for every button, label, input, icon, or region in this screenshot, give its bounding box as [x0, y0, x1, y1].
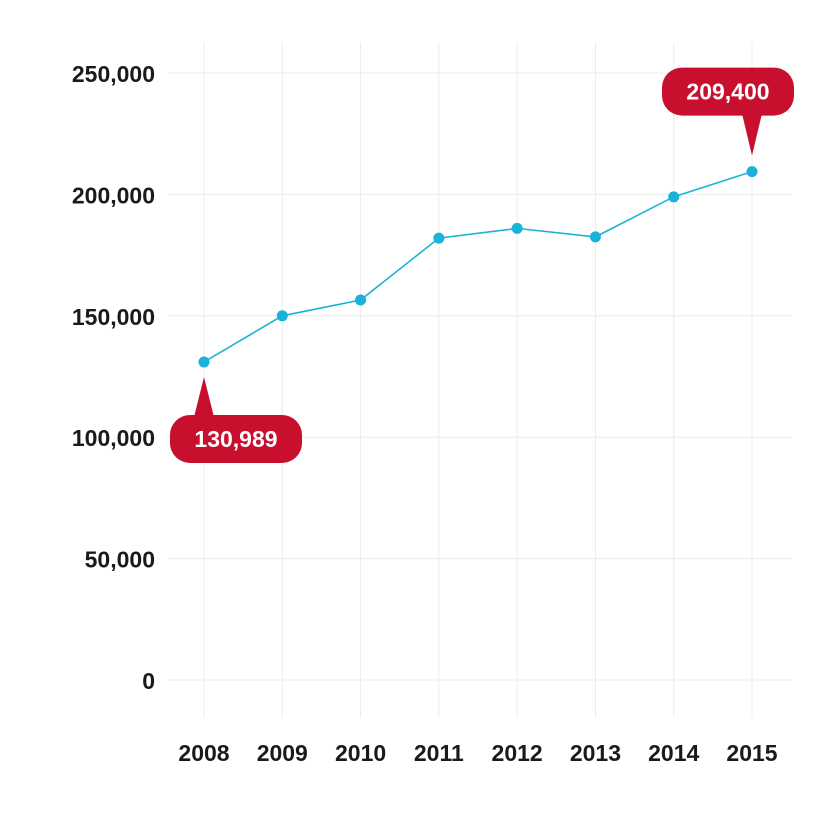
data-point [511, 222, 523, 234]
series-line [203, 170, 753, 363]
y-tick-label: 0 [142, 668, 155, 694]
callout-pointer [194, 376, 214, 417]
y-tick-label: 50,000 [85, 547, 155, 573]
value-callout: 209,400 [662, 67, 794, 156]
data-point [355, 294, 367, 306]
callout-bubble [662, 67, 794, 116]
data-point [276, 310, 288, 322]
x-tick-label: 2015 [726, 740, 777, 766]
x-tick-label: 2013 [570, 740, 621, 766]
x-tick-label: 2014 [648, 740, 699, 766]
grid [168, 42, 792, 718]
x-tick-label: 2009 [257, 740, 308, 766]
y-tick-label: 100,000 [72, 425, 155, 451]
y-tick-label: 250,000 [72, 61, 155, 87]
series [198, 166, 758, 368]
y-tick-label: 200,000 [72, 182, 155, 208]
callout-pointer [742, 113, 762, 156]
data-point [746, 166, 758, 178]
data-point [198, 356, 210, 368]
x-tick-label: 2012 [492, 740, 543, 766]
y-axis: 0 50,000 100,000 150,000 200,000 250,000 [72, 61, 155, 694]
callout-label: 130,989 [194, 426, 277, 452]
data-point [668, 191, 680, 203]
callout-bubble [170, 414, 302, 463]
x-tick-label: 2010 [335, 740, 386, 766]
data-point [433, 232, 445, 244]
data-point [589, 231, 601, 243]
x-axis: 2008 2009 2010 2011 2012 2013 2014 2015 [178, 740, 777, 766]
value-callout: 130,989 [170, 376, 302, 463]
x-tick-label: 2008 [178, 740, 229, 766]
y-tick-label: 150,000 [72, 304, 155, 330]
callouts: 130,989 209,400 [170, 67, 794, 463]
x-tick-label: 2011 [414, 740, 464, 766]
callout-label: 209,400 [686, 79, 769, 105]
